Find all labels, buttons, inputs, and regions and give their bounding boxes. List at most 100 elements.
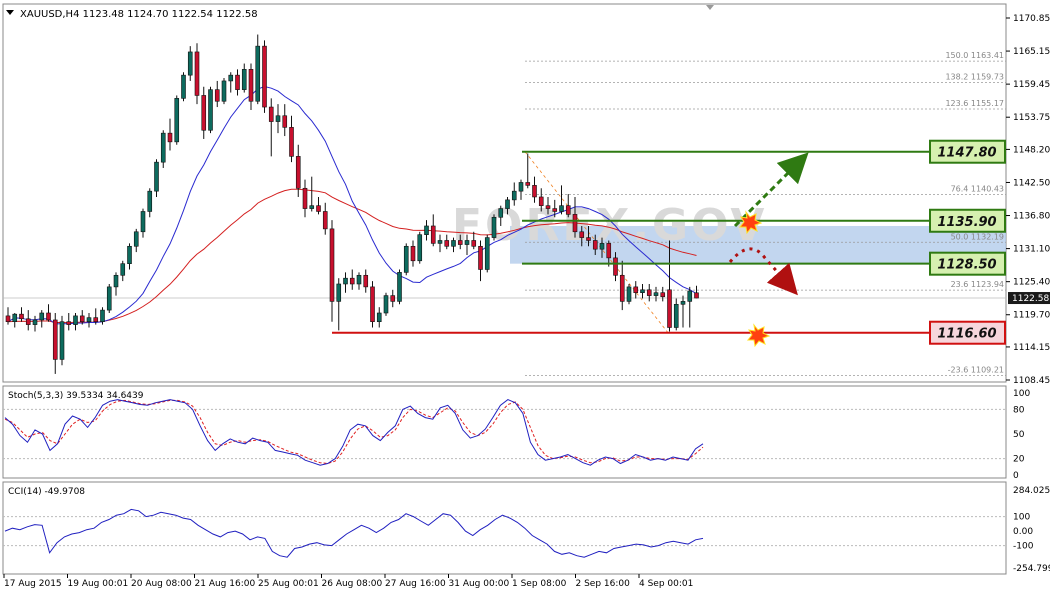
candle-body bbox=[511, 190, 517, 201]
time-tick-label: 19 Aug 00:01 bbox=[68, 579, 129, 589]
price-tick-label: 1165.15 bbox=[1013, 47, 1050, 57]
candle-body bbox=[518, 182, 524, 192]
candle-body bbox=[329, 228, 335, 302]
candle-body bbox=[592, 240, 598, 250]
candle-body bbox=[694, 292, 699, 299]
candle-body bbox=[370, 286, 375, 322]
time-tick-label: 4 Sep 00:01 bbox=[639, 579, 693, 589]
candle-body bbox=[444, 240, 450, 247]
candle-body bbox=[538, 196, 544, 206]
candle-body bbox=[140, 211, 146, 233]
price-tick-label: 1125.40 bbox=[1013, 278, 1050, 288]
candle-body bbox=[484, 237, 490, 270]
candle-body bbox=[228, 74, 234, 82]
resistance-zone-rect bbox=[510, 225, 1006, 264]
time-tick-label: 31 Aug 00:00 bbox=[449, 579, 510, 589]
fib-level-label: 138.2 1159.73 bbox=[945, 73, 1004, 82]
stoch-tick-label: 0 bbox=[1013, 471, 1019, 481]
moving-averages bbox=[7, 85, 697, 325]
candle-body bbox=[19, 313, 24, 320]
candle-body bbox=[79, 315, 85, 322]
candle-body bbox=[181, 74, 186, 99]
candle-body bbox=[268, 106, 274, 122]
candle-body bbox=[525, 182, 531, 186]
candle-body bbox=[275, 115, 281, 122]
candle-body bbox=[289, 127, 294, 157]
cci-tick-label: 284.0252 bbox=[1013, 486, 1050, 496]
candle-body bbox=[100, 309, 105, 322]
candle-body bbox=[73, 315, 78, 325]
candle-body bbox=[356, 274, 362, 285]
price-tick-label: 1108.45 bbox=[1013, 376, 1050, 386]
cci-indicator: 284.0252 100 0.00 -100 -254.7999 bbox=[3, 486, 1050, 574]
candle-body bbox=[147, 190, 153, 212]
candle-body bbox=[187, 51, 193, 76]
cci-tick-label: 100 bbox=[1013, 513, 1030, 523]
candle-body bbox=[451, 240, 456, 247]
level-label: 1147.80 bbox=[937, 146, 996, 161]
current-price-label: 1122.58 bbox=[1012, 294, 1049, 304]
candle-body bbox=[457, 240, 463, 245]
bearish-projection-arrow bbox=[728, 247, 798, 296]
candle-body bbox=[133, 231, 139, 247]
candle-body bbox=[626, 286, 632, 302]
candle-body bbox=[687, 290, 693, 302]
time-tick-label: 20 Aug 08:00 bbox=[131, 579, 192, 589]
stoch-tick-label: 50 bbox=[1013, 430, 1025, 440]
time-tick-label: 21 Aug 16:00 bbox=[195, 579, 256, 589]
candle-body bbox=[390, 295, 396, 302]
stoch-tick-label: 100 bbox=[1013, 389, 1030, 399]
candle-body bbox=[619, 274, 625, 302]
candle-body bbox=[25, 318, 31, 325]
fibonacci-layer: 150.0 1163.41 138.2 1159.73 123.6 1155.17 7… bbox=[524, 51, 1006, 376]
level-label-box bbox=[929, 251, 1006, 276]
candle-body bbox=[653, 292, 659, 296]
candle-body bbox=[667, 289, 672, 328]
time-tick-label: 25 Aug 00:01 bbox=[258, 579, 319, 589]
candle-body bbox=[572, 214, 578, 233]
candle-body bbox=[579, 231, 585, 238]
candle-body bbox=[424, 225, 429, 235]
cci-pane-frame bbox=[2, 481, 1007, 575]
candle-body bbox=[363, 274, 369, 288]
candle-body bbox=[113, 274, 119, 288]
candle-body bbox=[248, 69, 254, 102]
candle-body bbox=[12, 313, 18, 322]
fib-level-label: 123.6 1155.17 bbox=[945, 99, 1004, 108]
current-price-box bbox=[1008, 292, 1050, 305]
level-label: 1116.60 bbox=[937, 327, 996, 342]
candle-body bbox=[295, 156, 301, 189]
fib-level-label: -23.6 1109.21 bbox=[948, 366, 1004, 375]
price-tick-label: 1148.20 bbox=[1013, 145, 1050, 155]
time-tick-label: 26 Aug 08:00 bbox=[322, 579, 383, 589]
slow-moving-average-line bbox=[7, 188, 697, 324]
candle-body bbox=[336, 283, 342, 302]
candle-body bbox=[154, 161, 159, 192]
dropdown-triangle-icon bbox=[6, 10, 14, 15]
candle-body bbox=[397, 272, 402, 302]
target-burst-icon bbox=[746, 323, 771, 348]
cci-label: CCI(14) -49.9708 bbox=[8, 487, 85, 497]
cci-tick-label: -254.7999 bbox=[1013, 564, 1050, 574]
candle-body bbox=[498, 208, 504, 218]
watermark: FOREX.GOV bbox=[452, 200, 767, 251]
candle-body bbox=[302, 187, 308, 209]
price-tick-label: 1119.70 bbox=[1013, 311, 1050, 321]
level-label: 1135.90 bbox=[937, 215, 996, 230]
stoch-tick-label: 20 bbox=[1013, 455, 1025, 465]
stochastic-indicator: 100 80 50 20 0 bbox=[3, 389, 1030, 481]
candle-body bbox=[646, 289, 652, 296]
candle-body bbox=[383, 295, 389, 314]
candle-body bbox=[52, 319, 58, 360]
candle-body bbox=[613, 257, 618, 276]
candle-body bbox=[565, 205, 571, 215]
candle-body bbox=[208, 89, 213, 131]
candle-body bbox=[262, 45, 267, 108]
main-pane-frame bbox=[2, 3, 1007, 383]
stoch-signal-line bbox=[4, 399, 704, 465]
stoch-tick-label: 80 bbox=[1013, 405, 1025, 415]
candle-body bbox=[633, 286, 639, 293]
candle-body bbox=[437, 240, 443, 244]
fast-moving-average-line bbox=[7, 85, 697, 325]
